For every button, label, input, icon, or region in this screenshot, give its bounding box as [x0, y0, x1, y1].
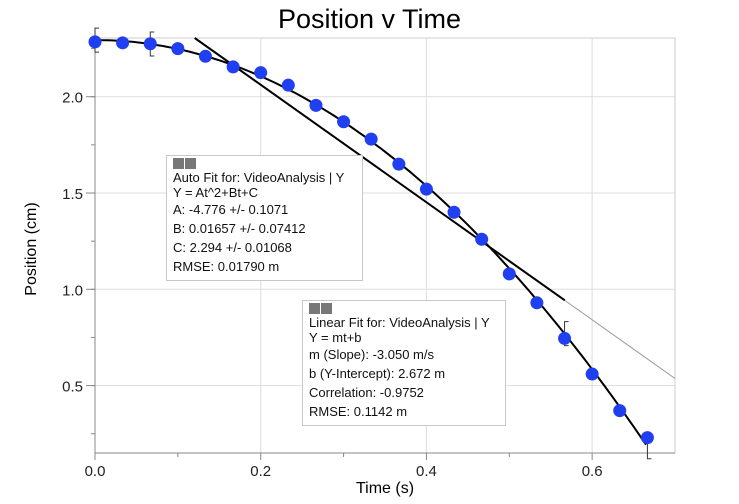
y-tick-label: 1.0: [62, 282, 83, 299]
data-point: [502, 267, 516, 281]
linear-fit-extension: [564, 299, 676, 379]
x-tick-label: 0.6: [582, 463, 603, 480]
close-icon[interactable]: [309, 303, 320, 314]
data-point: [613, 404, 627, 418]
x-tick-label: 0.2: [250, 463, 271, 480]
data-point: [143, 37, 157, 51]
minimize-icon[interactable]: [185, 158, 196, 169]
data-point: [447, 205, 461, 219]
fit-line: RMSE: 0.1142 m: [309, 404, 408, 419]
data-point: [530, 296, 544, 310]
fit-line: m (Slope): -3.050 m/s: [309, 347, 434, 362]
y-tick-label: 1.5: [62, 186, 83, 203]
data-point: [475, 232, 489, 246]
x-axis-label: Time (s): [355, 480, 415, 497]
data-point: [226, 60, 240, 74]
y-tick-label: 2.0: [62, 90, 83, 107]
chart-title: Position v Time: [277, 4, 462, 34]
data-point: [558, 331, 572, 345]
fit-line: Linear Fit for: VideoAnalysis | Y: [309, 315, 490, 330]
x-tick-label: 0.0: [85, 463, 106, 480]
fit-line: RMSE: 0.01790 m: [173, 259, 280, 274]
data-point: [364, 132, 378, 146]
data-point: [585, 367, 599, 381]
data-point: [116, 36, 130, 50]
fit-line: A: -4.776 +/- 0.1071: [173, 202, 289, 217]
x-tick-label: 0.4: [416, 463, 437, 480]
data-point: [392, 157, 406, 171]
y-axis-label: Position (cm): [23, 202, 40, 296]
data-point: [337, 115, 351, 129]
fit-line: Correlation: -0.9752: [309, 385, 424, 400]
fit-line: Auto Fit for: VideoAnalysis | Y: [173, 170, 345, 185]
data-point: [198, 49, 212, 63]
data-point: [419, 182, 433, 196]
auto-fit-box[interactable]: Auto Fit for: VideoAnalysis | Y Y = At^2…: [166, 155, 363, 281]
y-tick-label: 0.5: [62, 379, 83, 396]
fit-line: b (Y-Intercept): 2.672 m: [309, 366, 446, 381]
data-point: [281, 78, 295, 92]
data-point: [254, 66, 268, 80]
data-point: [640, 431, 654, 445]
minimize-icon[interactable]: [321, 303, 332, 314]
data-point: [309, 98, 323, 112]
data-point: [88, 35, 102, 49]
fit-line: B: 0.01657 +/- 0.07412: [173, 221, 306, 236]
fit-line: Y = mt+b: [309, 330, 362, 345]
fit-line: Y = At^2+Bt+C: [173, 185, 259, 200]
data-point: [171, 42, 185, 56]
fit-line: C: 2.294 +/- 0.01068: [173, 240, 292, 255]
linear-fit-line: [194, 37, 566, 302]
close-icon[interactable]: [173, 158, 184, 169]
linear-fit-box[interactable]: Linear Fit for: VideoAnalysis | Y Y = mt…: [302, 300, 506, 426]
